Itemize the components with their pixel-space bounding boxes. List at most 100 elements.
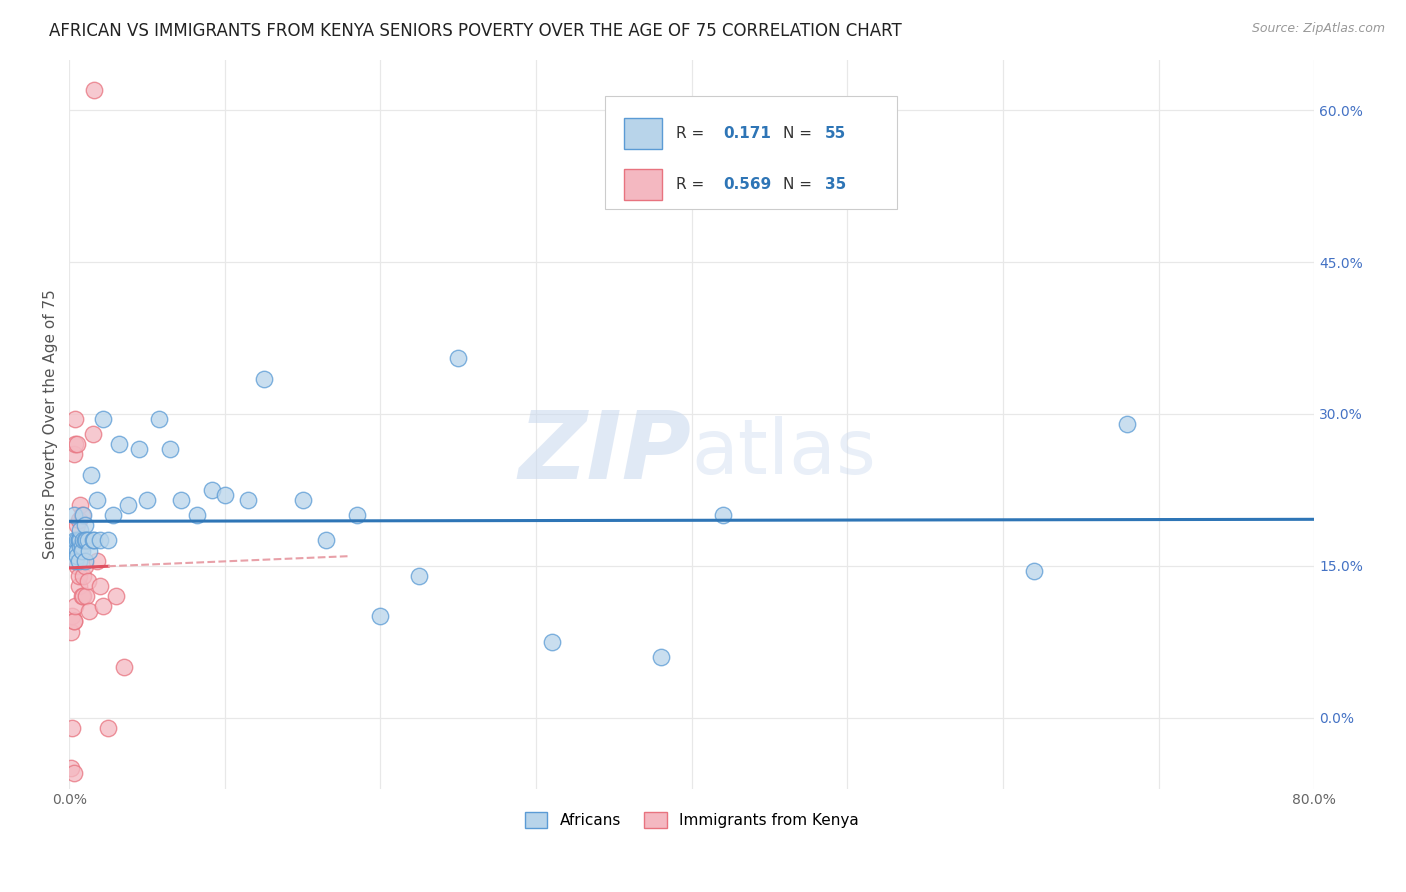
Point xyxy=(214,488,236,502)
Text: AFRICAN VS IMMIGRANTS FROM KENYA SENIORS POVERTY OVER THE AGE OF 75 CORRELATION : AFRICAN VS IMMIGRANTS FROM KENYA SENIORS… xyxy=(49,22,903,40)
Y-axis label: Seniors Poverty Over the Age of 75: Seniors Poverty Over the Age of 75 xyxy=(44,289,58,559)
Point xyxy=(70,539,93,553)
Point xyxy=(72,508,94,523)
Point xyxy=(101,508,124,523)
Text: 0.569: 0.569 xyxy=(723,177,770,192)
Point xyxy=(80,467,103,482)
Point xyxy=(1116,417,1139,431)
Point xyxy=(93,599,115,614)
Text: 0.171: 0.171 xyxy=(723,126,770,141)
Point xyxy=(67,533,90,548)
Point xyxy=(72,589,94,603)
Point xyxy=(82,533,104,548)
Point xyxy=(73,533,96,548)
Point xyxy=(93,412,115,426)
Point xyxy=(63,615,86,629)
Point xyxy=(86,554,108,568)
Point xyxy=(63,615,86,629)
Point xyxy=(67,569,90,583)
Point xyxy=(315,533,337,548)
Point xyxy=(73,558,96,573)
Point xyxy=(186,508,208,523)
Text: 55: 55 xyxy=(825,126,846,141)
Point xyxy=(86,493,108,508)
Point xyxy=(59,624,82,639)
Point xyxy=(89,533,111,548)
Point xyxy=(89,579,111,593)
Point xyxy=(69,533,91,548)
Point xyxy=(112,660,135,674)
Point xyxy=(70,508,93,523)
Point xyxy=(73,518,96,533)
Point xyxy=(201,483,224,497)
Text: R =: R = xyxy=(675,126,713,141)
Text: atlas: atlas xyxy=(692,417,876,491)
Point xyxy=(69,498,91,512)
Point xyxy=(59,761,82,775)
Point xyxy=(79,604,101,618)
Point xyxy=(159,442,181,457)
Text: N =: N = xyxy=(783,177,817,192)
Point xyxy=(63,766,86,780)
Point xyxy=(540,634,562,648)
Point xyxy=(60,543,83,558)
Point xyxy=(82,427,104,442)
Point xyxy=(69,539,91,553)
Point xyxy=(148,412,170,426)
Point xyxy=(60,721,83,735)
Point xyxy=(72,533,94,548)
Point xyxy=(77,574,100,588)
Text: Source: ZipAtlas.com: Source: ZipAtlas.com xyxy=(1251,22,1385,36)
Point xyxy=(75,589,97,603)
Point xyxy=(253,371,276,385)
Point xyxy=(1022,564,1045,578)
Point xyxy=(238,493,260,508)
Point xyxy=(136,493,159,508)
Text: N =: N = xyxy=(783,126,817,141)
Point xyxy=(63,447,86,461)
Point xyxy=(66,437,89,451)
Point xyxy=(67,533,90,548)
Point xyxy=(65,533,87,548)
Point xyxy=(72,569,94,583)
FancyBboxPatch shape xyxy=(624,119,662,149)
Point xyxy=(67,579,90,593)
Text: 35: 35 xyxy=(825,177,846,192)
Point xyxy=(408,569,430,583)
Point xyxy=(65,437,87,451)
Point xyxy=(67,554,90,568)
Point xyxy=(60,609,83,624)
Point xyxy=(63,508,86,523)
FancyBboxPatch shape xyxy=(624,169,662,200)
Point xyxy=(79,543,101,558)
Point xyxy=(73,554,96,568)
Point xyxy=(66,558,89,573)
Point xyxy=(97,533,120,548)
Point xyxy=(65,412,87,426)
Point xyxy=(77,533,100,548)
Point xyxy=(75,533,97,548)
Point xyxy=(66,533,89,548)
FancyBboxPatch shape xyxy=(605,96,897,209)
Point xyxy=(170,493,193,508)
Point xyxy=(104,589,127,603)
Point xyxy=(66,549,89,563)
Point xyxy=(70,543,93,558)
Point xyxy=(346,508,368,523)
Point xyxy=(69,533,91,548)
Point xyxy=(117,498,139,512)
Point xyxy=(97,721,120,735)
Point xyxy=(83,83,105,97)
Point xyxy=(70,589,93,603)
Point xyxy=(128,442,150,457)
Point xyxy=(650,649,672,664)
Text: R =: R = xyxy=(675,177,713,192)
Point xyxy=(69,524,91,538)
Point xyxy=(83,533,105,548)
Point xyxy=(291,493,314,508)
Point xyxy=(65,554,87,568)
Point xyxy=(65,599,87,614)
Point xyxy=(447,351,470,366)
Legend: Africans, Immigrants from Kenya: Africans, Immigrants from Kenya xyxy=(517,805,866,836)
Point xyxy=(63,539,86,553)
